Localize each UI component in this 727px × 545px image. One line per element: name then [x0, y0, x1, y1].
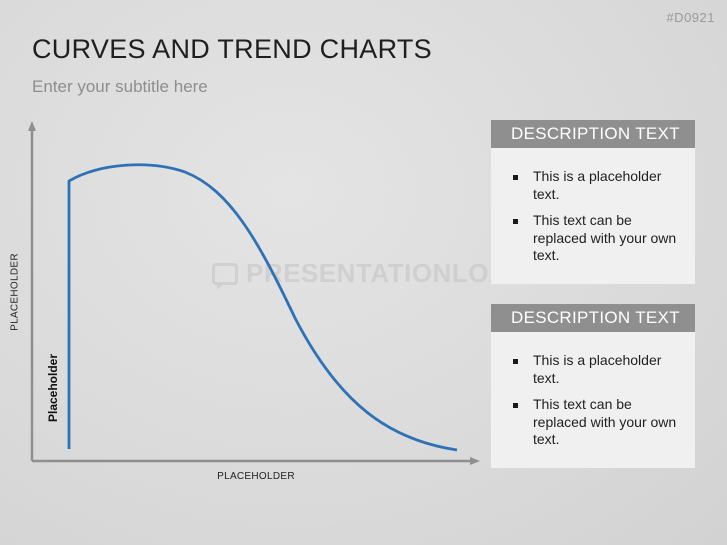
bullet-square-icon	[513, 359, 518, 364]
description-body: This is a placeholder text. This text ca…	[491, 332, 695, 468]
bullet-text: This text can be replaced with your own …	[533, 212, 677, 263]
description-header: DESCRIPTION TEXT	[491, 304, 695, 332]
bullet-item: This is a placeholder text.	[513, 352, 677, 387]
x-axis-arrowhead	[470, 457, 480, 465]
bullet-item: This text can be replaced with your own …	[513, 396, 677, 449]
bullet-item: This is a placeholder text.	[513, 168, 677, 203]
page-subtitle: Enter your subtitle here	[32, 77, 208, 96]
curve-series-label: Placeholder	[46, 353, 60, 423]
description-header: DESCRIPTION TEXT	[491, 120, 695, 148]
bullet-item: This text can be replaced with your own …	[513, 212, 677, 265]
y-axis-label: PLACEHOLDER	[9, 253, 21, 331]
slide-id: #D0921	[666, 10, 715, 25]
bullet-text: This is a placeholder text.	[533, 168, 662, 202]
speech-bubble-icon	[212, 262, 238, 290]
description-box-2: DESCRIPTION TEXT This is a placeholder t…	[491, 304, 695, 468]
bullet-text: This text can be replaced with your own …	[533, 396, 677, 447]
trend-curve	[67, 163, 458, 452]
description-box-1: DESCRIPTION TEXT This is a placeholder t…	[491, 120, 695, 284]
bullet-square-icon	[513, 219, 518, 224]
page-title: CURVES AND TREND CHARTS	[32, 34, 432, 64]
description-body: This is a placeholder text. This text ca…	[491, 148, 695, 284]
bullet-square-icon	[513, 175, 518, 180]
x-axis-label: PLACEHOLDER	[217, 471, 295, 482]
bullet-square-icon	[513, 403, 518, 408]
watermark: PRESENTATIONLOAD	[212, 258, 528, 290]
watermark-text: PRESENTATIONLOAD	[246, 258, 528, 288]
y-axis-arrowhead	[28, 121, 36, 131]
bullet-text: This is a placeholder text.	[533, 352, 662, 386]
